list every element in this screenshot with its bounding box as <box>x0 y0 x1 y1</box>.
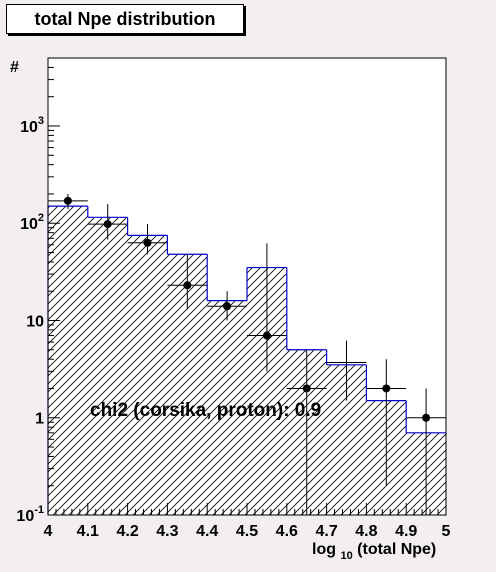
x-tick-label: 4.6 <box>276 523 298 540</box>
x-tick-label: 5 <box>442 523 451 540</box>
y-tick-label-exp: 2 <box>38 212 44 224</box>
y-tick-label-base: 10 <box>26 313 44 330</box>
x-axis-label-sub: 10 <box>340 550 352 562</box>
y-axis-label: # <box>10 59 19 76</box>
y-tick-label-base: 1 <box>35 411 44 428</box>
y-tick-label-exp: -1 <box>34 504 44 516</box>
chi2-annotation: chi2 (corsika, proton): 0.9 <box>90 400 321 421</box>
data-point <box>143 238 152 247</box>
x-tick-label: 4.7 <box>315 523 337 540</box>
y-tick-label: 102 <box>20 212 44 233</box>
y-tick-label: 10-1 <box>16 504 44 525</box>
x-tick-label: 4.8 <box>355 523 377 540</box>
data-point <box>262 331 271 340</box>
data-point <box>422 413 431 422</box>
x-axis-label-main: log <box>312 541 336 558</box>
x-tick-label: 4 <box>44 523 53 540</box>
x-tick-label: 4.3 <box>156 523 178 540</box>
y-tick-label: 10 <box>26 313 44 330</box>
x-tick-label: 4.2 <box>116 523 138 540</box>
x-tick-label: 4.4 <box>196 523 218 540</box>
x-tick-label: 4.9 <box>395 523 417 540</box>
data-point <box>302 384 311 393</box>
histogram-fill <box>48 206 446 516</box>
x-tick-label: 4.1 <box>77 523 99 540</box>
axes-layer: 4 4.1 4.2 4.3 4.4 4.5 4.6 4.7 4.8 4.9 510-11101021… <box>16 57 451 540</box>
y-tick-label-base: 10 <box>16 508 34 525</box>
data-point <box>382 384 391 393</box>
data-point <box>223 302 232 311</box>
data-point <box>103 220 112 229</box>
data-point <box>183 281 192 290</box>
y-tick-label-base: 10 <box>20 119 38 136</box>
data-points-layer <box>48 193 446 515</box>
x-axis-label-rest: (total Npe) <box>357 541 436 558</box>
x-tick-label: 4.5 <box>236 523 258 540</box>
chart-title: total Npe distribution <box>6 4 244 34</box>
data-point <box>63 196 72 205</box>
x-axis-label: log 10 (total Npe) <box>312 541 436 563</box>
y-tick-label: 103 <box>20 115 44 136</box>
y-tick-label: 1 <box>35 411 44 428</box>
y-tick-label-base: 10 <box>20 216 38 233</box>
chart-title-text: total Npe distribution <box>34 8 216 29</box>
y-tick-label-exp: 3 <box>38 115 44 127</box>
